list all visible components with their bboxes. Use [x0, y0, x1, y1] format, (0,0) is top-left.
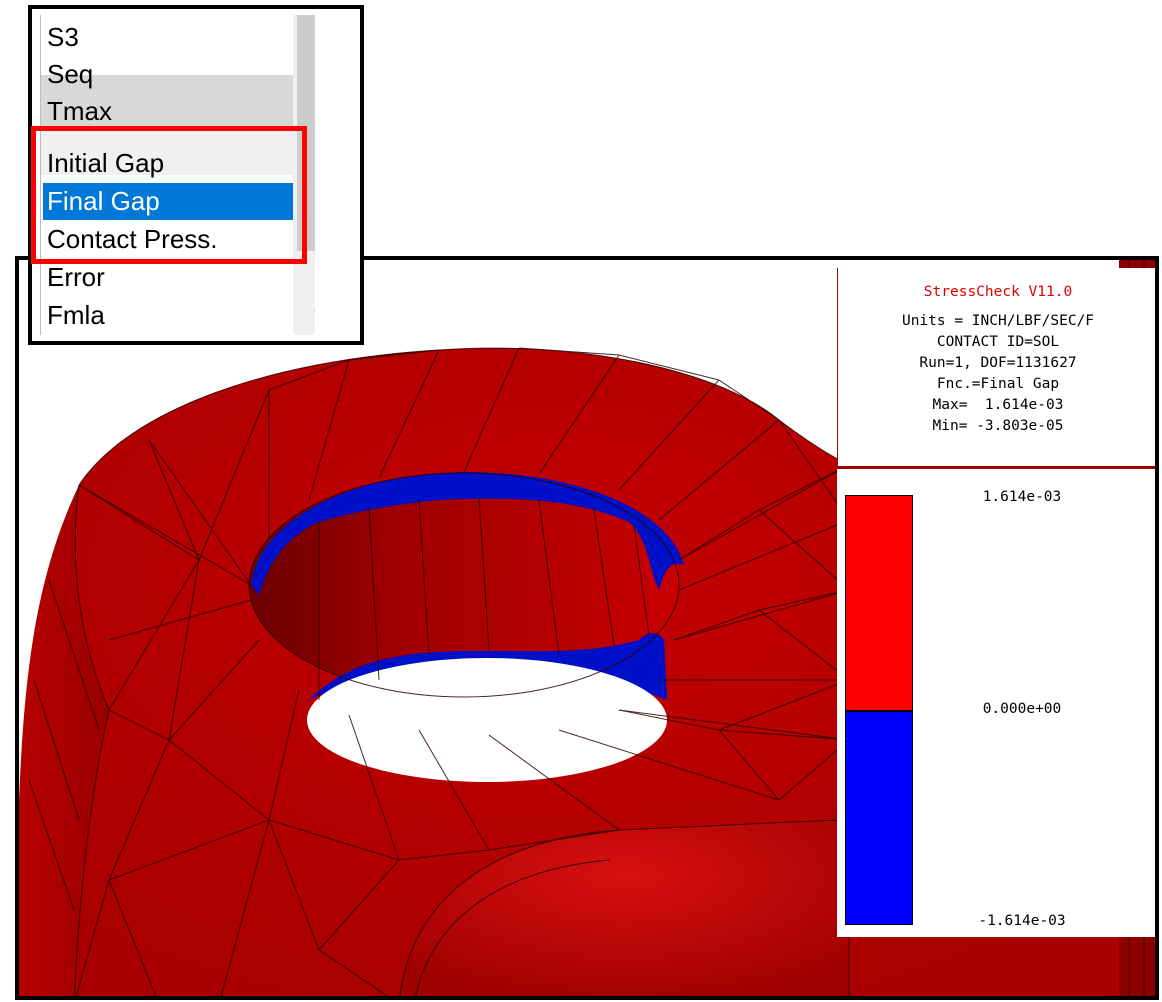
dropdown-item-tmax[interactable]: Tmax — [47, 96, 112, 126]
function-dropdown-list[interactable]: S3 Seq Tmax Initial Gap Final Gap Contac… — [40, 15, 315, 335]
model-viewport[interactable]: StressCheck V11.0 Units = INCH/LBF/SEC/F… — [15, 256, 1159, 1000]
dropdown-item-error[interactable]: Error — [47, 262, 105, 292]
function-dropdown-callout: S3 Seq Tmax Initial Gap Final Gap Contac… — [28, 5, 364, 345]
list-row-background — [41, 75, 315, 127]
dropdown-item-fmla[interactable]: Fmla — [47, 300, 105, 330]
max-value-text: Max= 1.614e-03 — [932, 397, 1064, 413]
legend-max-label: 1.614e-03 — [982, 489, 1062, 505]
color-legend: 1.614e-03 0.000e+00 -1.614e-03 — [837, 468, 1155, 937]
annotation-highlight-box — [31, 126, 307, 264]
function-text: Fnc.=Final Gap — [936, 376, 1060, 392]
units-text: Units = INCH/LBF/SEC/F — [901, 313, 1095, 329]
dropdown-item-initial-gap[interactable]: Initial Gap — [47, 148, 165, 178]
legend-negative-swatch — [845, 711, 913, 925]
dropdown-item-s3[interactable]: S3 — [47, 22, 79, 52]
contact-id-text: CONTACT ID=SOL — [936, 334, 1060, 350]
dropdown-item-contact-press[interactable]: Contact Press. — [47, 224, 218, 254]
run-dof-text: Run=1, DOF=1131627 — [919, 355, 1077, 371]
chevron-down-icon[interactable]: ⌄ — [301, 293, 315, 323]
legend-positive-swatch — [845, 495, 913, 711]
dropdown-item-seq[interactable]: Seq — [47, 59, 94, 89]
legend-zero-label: 0.000e+00 — [982, 701, 1062, 717]
legend-min-label: -1.614e-03 — [978, 913, 1066, 929]
list-row-background — [41, 127, 315, 175]
results-info-panel: StressCheck V11.0 Units = INCH/LBF/SEC/F… — [837, 268, 1155, 468]
dropdown-item-final-gap[interactable]: Final Gap — [43, 183, 293, 220]
app-version-title: StressCheck V11.0 — [923, 284, 1073, 300]
min-value-text: Min= -3.803e-05 — [932, 418, 1064, 434]
